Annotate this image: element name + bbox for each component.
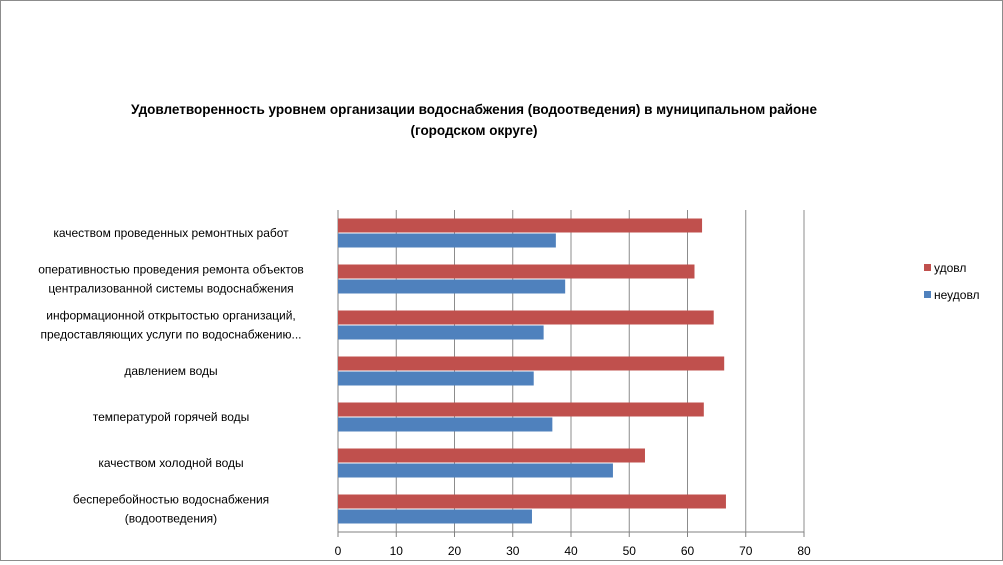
category-labels: качеством проведенных ремонтных работ опе…: [38, 226, 304, 526]
bar-neudovl: [338, 233, 556, 248]
x-tick-label: 30: [506, 544, 520, 558]
bar-udovl: [338, 448, 645, 463]
legend-swatch: [924, 264, 931, 271]
category-label-line: информационной открытостью организаций,: [46, 309, 296, 323]
x-tick-label: 80: [797, 544, 811, 558]
category-label: бесперебойностью водоснабжения (водоотвед…: [73, 493, 269, 526]
category-label-line: предоставляющих услуги по водоснабжению.…: [41, 328, 302, 342]
category-label-line: качеством холодной воды: [98, 456, 243, 470]
x-axis: 0 10 20 30 40 50 60 70 80: [335, 531, 811, 558]
bar-udovl: [338, 264, 695, 279]
bar-neudovl: [338, 463, 613, 478]
x-tick-label: 60: [681, 544, 695, 558]
gridlines: [337, 210, 805, 532]
category-label: давлением воды: [124, 364, 217, 378]
bar-neudovl: [338, 371, 534, 386]
legend-swatch: [924, 291, 931, 298]
bar-neudovl: [338, 417, 553, 432]
x-tick-label: 20: [448, 544, 462, 558]
bar-neudovl: [338, 325, 544, 340]
bars: [338, 218, 726, 524]
x-tick-label: 50: [623, 544, 637, 558]
bar-udovl: [338, 494, 726, 509]
chart-title-line: Удовлетворенность уровнем организации во…: [131, 102, 817, 117]
category-label: качеством проведенных ремонтных работ: [53, 226, 289, 240]
bar-udovl: [338, 310, 714, 325]
category-label: температурой горячей воды: [93, 410, 250, 424]
legend-label: неудовл: [934, 288, 980, 302]
category-label: информационной открытостью организаций, п…: [41, 309, 302, 342]
category-label-line: (водоотведения): [125, 512, 217, 526]
legend: удовл неудовл: [924, 261, 980, 302]
category-label-line: централизованной системы водоснабжения: [48, 282, 293, 296]
bar-udovl: [338, 356, 725, 371]
category-label: оперативностью проведения ремонта объект…: [38, 263, 304, 296]
x-tick-label: 0: [335, 544, 342, 558]
bar-neudovl: [338, 509, 532, 524]
chart-title: Удовлетворенность уровнем организации во…: [131, 102, 817, 138]
category-label-line: температурой горячей воды: [93, 410, 250, 424]
category-label-line: оперативностью проведения ремонта объект…: [38, 263, 304, 277]
category-label-line: давлением воды: [124, 364, 217, 378]
x-tick-label: 10: [390, 544, 404, 558]
category-label: качеством холодной воды: [98, 456, 243, 470]
x-tick-label: 40: [564, 544, 578, 558]
bar-neudovl: [338, 279, 566, 294]
legend-label: удовл: [934, 261, 966, 275]
x-tick-label: 70: [739, 544, 753, 558]
category-label-line: бесперебойностью водоснабжения: [73, 493, 269, 507]
category-label-line: качеством проведенных ремонтных работ: [53, 226, 289, 240]
bar-udovl: [338, 218, 703, 233]
chart-title-line: (городском округе): [411, 123, 538, 138]
bar-udovl: [338, 402, 704, 417]
